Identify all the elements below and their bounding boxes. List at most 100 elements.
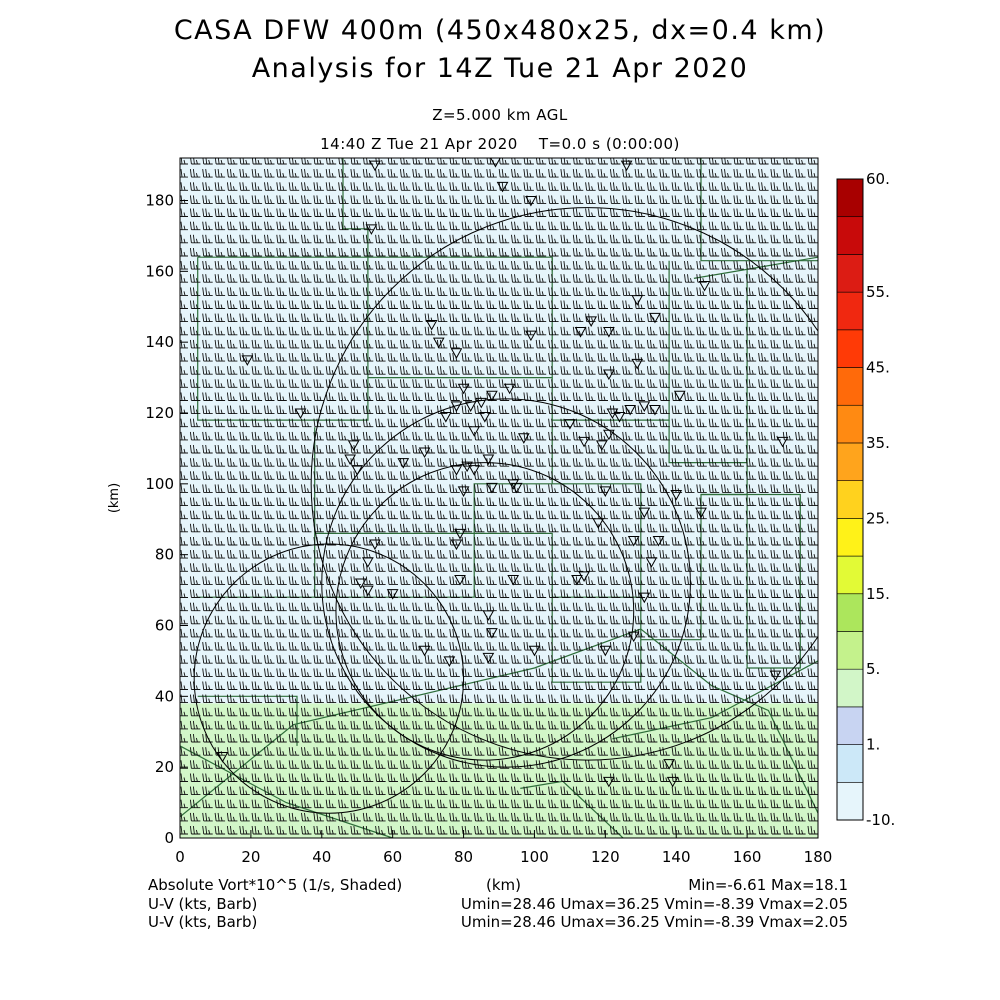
y-tick-label: 40 <box>155 687 174 705</box>
field-label: Absolute Vort*10^5 (1/s, Shaded) <box>148 876 403 894</box>
barb-range-2: Umin=28.46 Umax=36.25 Vmin=-8.39 Vmax=2.… <box>460 913 848 931</box>
county-line-3 <box>197 256 369 421</box>
y-tick-label: 20 <box>155 758 174 776</box>
station-marker <box>638 507 651 519</box>
station-marker <box>603 429 615 441</box>
colorbar-swatch <box>836 631 864 670</box>
time-stamp: 14:40 Z Tue 21 Apr 2020 <box>320 135 518 153</box>
time-stamp-row: 14:40 Z Tue 21 Apr 2020 T=0.0 s (0:00:00… <box>0 135 1000 153</box>
wind-barbs <box>180 158 818 835</box>
y-tick-label: 160 <box>145 262 174 280</box>
colorbar-swatch <box>836 781 864 821</box>
colorbar-swatch <box>836 442 864 481</box>
colorbar-swatch <box>836 744 864 783</box>
station-marker <box>603 369 615 381</box>
station-marker <box>450 539 463 551</box>
station-marker <box>354 578 367 590</box>
colorbar-swatch <box>836 254 864 293</box>
station-marker <box>564 419 576 430</box>
station-marker <box>510 482 523 494</box>
shaded-region-1 <box>180 703 818 838</box>
colorbar-label: 1. <box>866 736 880 754</box>
colorbar-label: 45. <box>866 359 890 377</box>
station-marker <box>620 160 633 172</box>
station-marker <box>418 447 431 458</box>
colorbar-swatch <box>836 216 864 255</box>
station-marker <box>450 348 463 359</box>
colorbar-label: 25. <box>866 509 890 527</box>
station-marker <box>454 528 466 540</box>
chart-title-line-2: Analysis for 14Z Tue 21 Apr 2020 <box>251 53 749 84</box>
field-range: Min=-6.61 Max=18.1 <box>688 876 848 894</box>
x-tick-label: 100 <box>520 848 549 866</box>
chart-title-line-1: CASA DFW 400m (450x480x25, dx=0.4 km) <box>173 15 827 46</box>
colorbar-swatch <box>836 555 864 595</box>
time-elapsed: T=0.0 s (0:00:00) <box>538 135 680 153</box>
y-axis-label: (km) <box>107 483 122 513</box>
x-tick-label: 60 <box>383 848 402 866</box>
colorbar-swatch <box>836 668 864 708</box>
colorbar-swatch <box>836 706 864 745</box>
colorbar-label: 15. <box>866 585 890 603</box>
axes: 0 20 40 60 80 100 120 140 160 180 0 20 40 60 80 100 120 1… <box>107 192 832 867</box>
station-marker <box>645 557 658 568</box>
station-marker <box>525 330 537 342</box>
station-marker <box>443 656 456 667</box>
station-marker <box>347 440 360 451</box>
station-marker <box>528 645 541 657</box>
y-tick-label: 100 <box>145 475 174 493</box>
station-marker <box>216 752 229 763</box>
station-marker <box>649 404 661 416</box>
colorbar-swatch <box>836 367 864 406</box>
station-marker <box>631 295 644 306</box>
colorbar: -10. 1. 5. 15. 25. 35. 45. 55. 60. <box>836 170 895 829</box>
station-marker <box>663 759 675 770</box>
colorbar-swatch <box>836 593 864 632</box>
station-marker <box>599 645 612 657</box>
station-marker <box>578 571 590 582</box>
station-marker <box>698 281 711 292</box>
station-marker <box>670 489 683 501</box>
station-marker <box>769 670 782 682</box>
barb-range-1: Umin=28.46 Umax=36.25 Vmin=-8.39 Vmax=2.… <box>460 895 848 913</box>
station-marker <box>482 610 495 621</box>
station-marker <box>578 436 590 448</box>
colorbar-swatch <box>836 329 864 368</box>
station-marker <box>503 383 516 395</box>
station-marker <box>652 536 665 547</box>
station-marker <box>571 574 583 586</box>
station-marker <box>599 486 612 497</box>
barb-label-2: U-V (kts, Barb) <box>148 913 258 931</box>
colorbar-label: -10. <box>866 811 895 829</box>
station-marker <box>450 401 463 412</box>
x-tick-label: 160 <box>733 848 762 866</box>
radar-ring-1 <box>335 462 635 761</box>
station-marker <box>397 458 410 469</box>
colorbar-swatch <box>836 404 864 444</box>
colorbar-swatch <box>836 178 864 218</box>
station-marker <box>525 196 537 207</box>
county-line-2 <box>700 158 818 262</box>
plot-frame <box>179 157 819 839</box>
county-line-10 <box>474 483 642 598</box>
station-marker <box>432 337 445 349</box>
x-tick-label: 180 <box>804 848 833 866</box>
station-marker <box>574 327 587 338</box>
station-marker <box>649 312 661 324</box>
x-axis-unit: (km) <box>486 876 522 894</box>
station-marker <box>496 181 509 193</box>
station-marker <box>490 158 501 168</box>
station-marker <box>365 224 378 235</box>
plot-area <box>180 158 818 838</box>
station-marker <box>468 426 481 437</box>
y-tick-label: 140 <box>145 333 174 351</box>
colorbar-frame <box>836 178 864 821</box>
station-marker <box>351 465 364 476</box>
station-marker <box>482 454 495 466</box>
colorbar-label: 35. <box>866 434 890 452</box>
x-tick-label: 140 <box>662 848 691 866</box>
station-marker <box>294 408 307 420</box>
station-marker <box>595 440 608 451</box>
station-marker <box>507 574 520 586</box>
